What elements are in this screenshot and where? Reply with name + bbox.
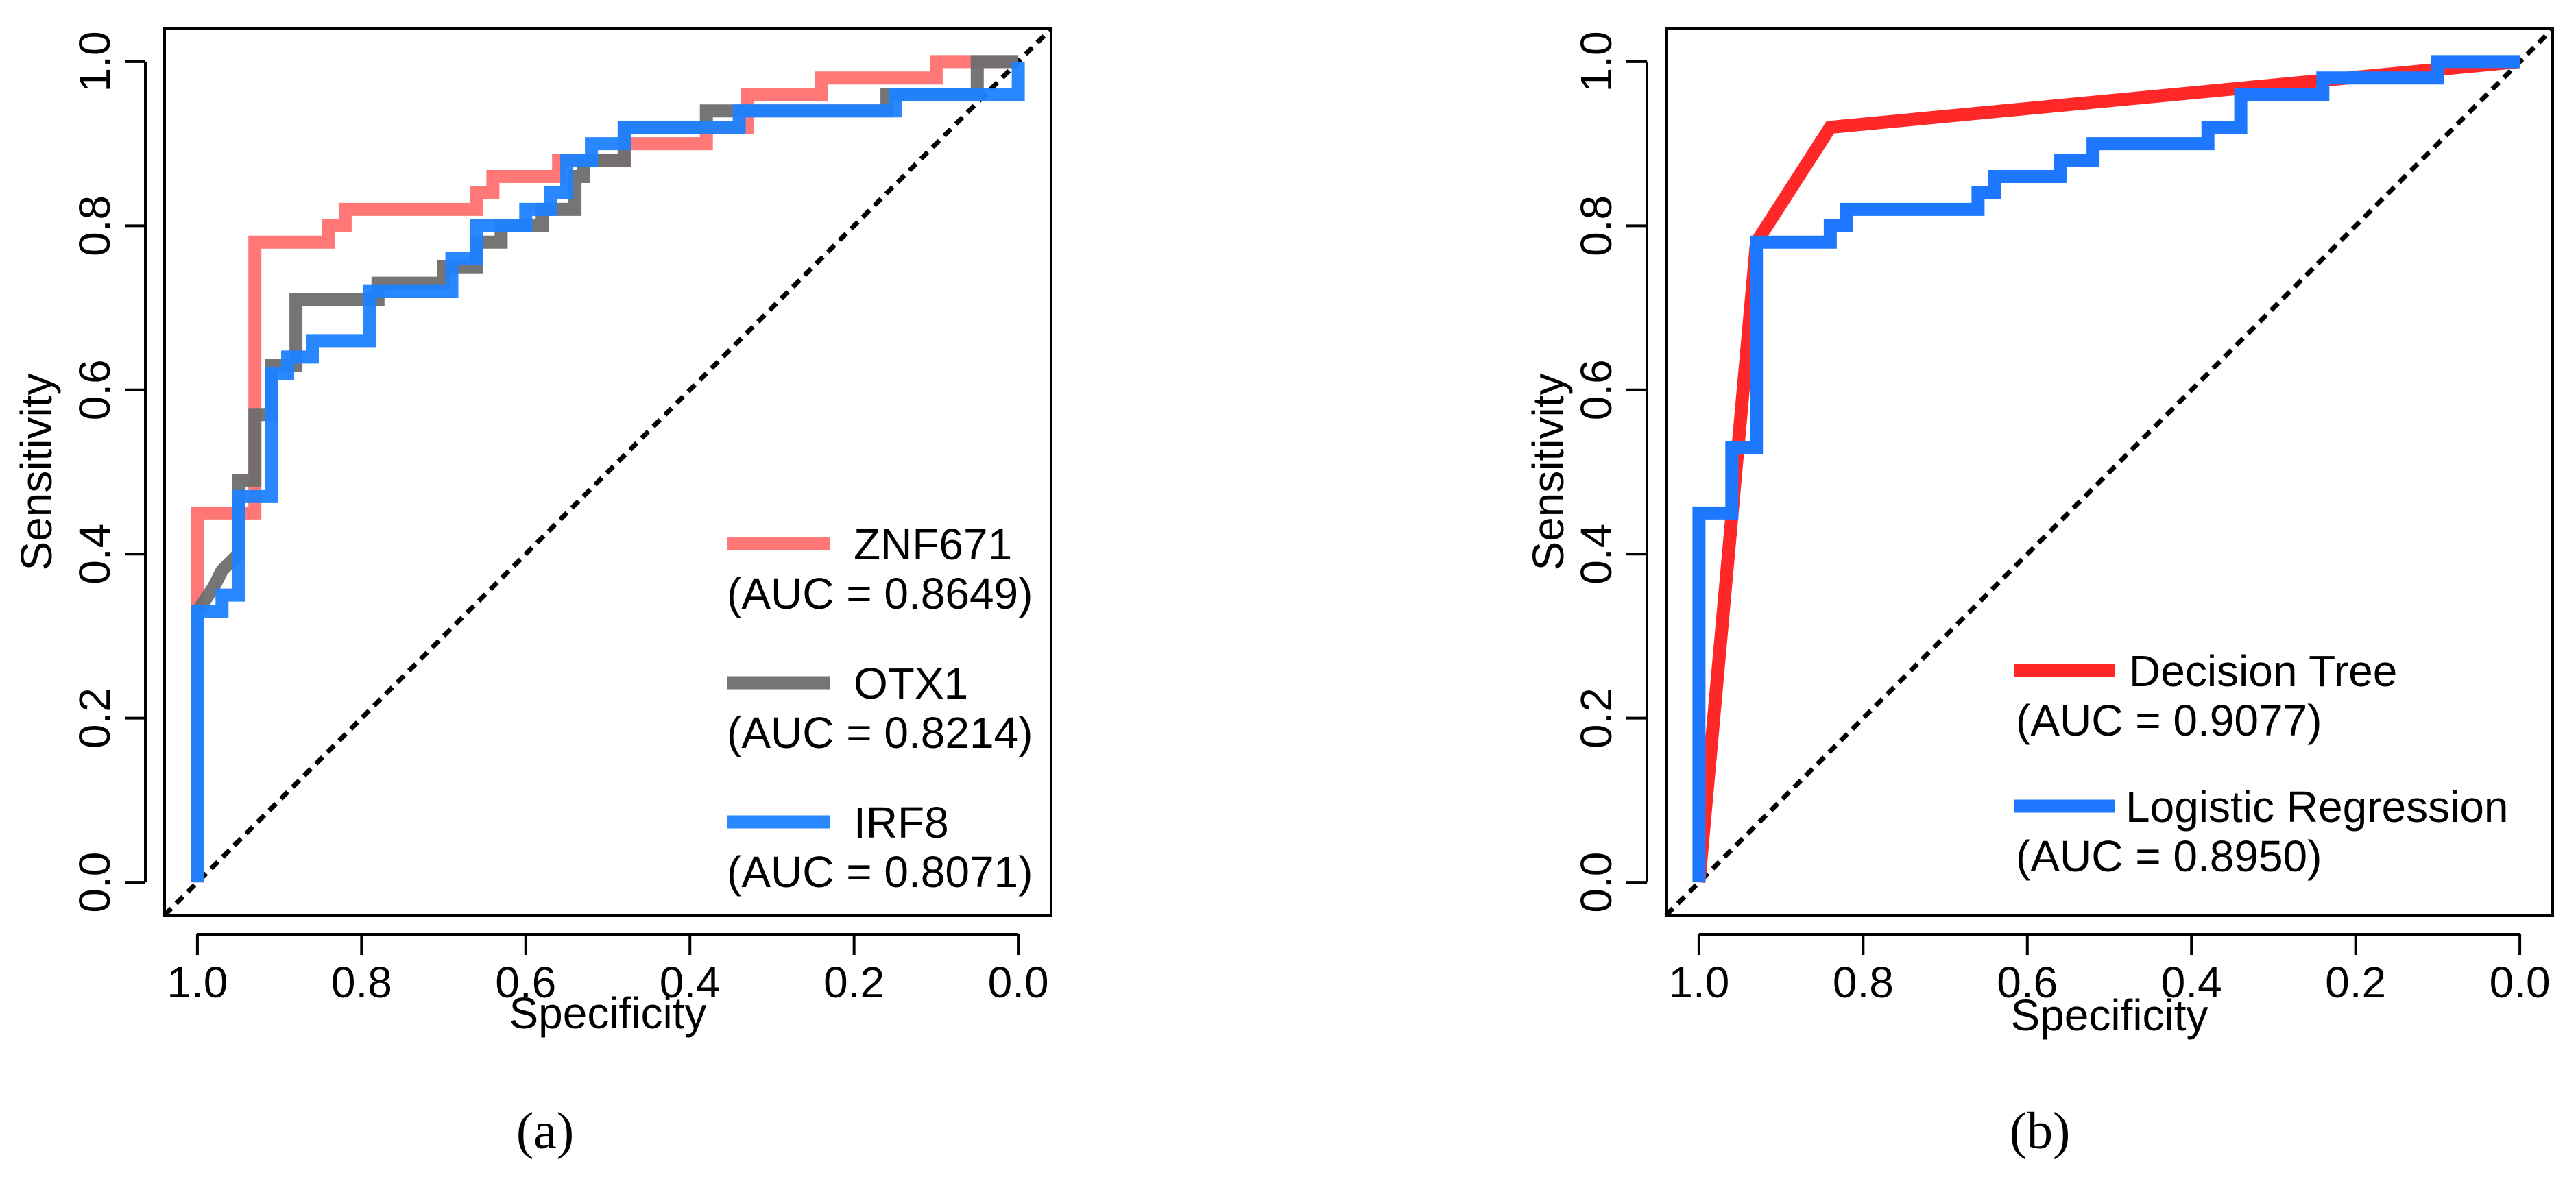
x-tick-label: 0.2 bbox=[2325, 958, 2386, 1007]
x-tick-label: 0.4 bbox=[660, 958, 721, 1007]
roc-curve-decision-tree bbox=[1692, 55, 2521, 883]
diagonal-reference-line bbox=[162, 27, 1053, 917]
panel-label: (a) bbox=[516, 1102, 574, 1160]
x-tick-label: 0.4 bbox=[2161, 958, 2222, 1007]
legend-label: Logistic Regression bbox=[2126, 782, 2509, 832]
y-tick-label: 0.2 bbox=[70, 688, 119, 749]
y-tick-label: 0.8 bbox=[1572, 195, 1621, 256]
roc-curve-irf8 bbox=[191, 61, 1025, 883]
y-tick-label: 1.0 bbox=[70, 31, 119, 92]
y-tick-label: 0.4 bbox=[70, 524, 119, 585]
x-tick-label: 1.0 bbox=[167, 958, 228, 1007]
y-tick-label: 0.0 bbox=[70, 852, 119, 913]
y-tick-label: 0.0 bbox=[1572, 852, 1621, 913]
x-tick-label: 0.8 bbox=[1833, 958, 1894, 1007]
legend-auc-label: (AUC = 0.8071) bbox=[727, 847, 1033, 897]
y-tick-label: 1.0 bbox=[1572, 31, 1621, 92]
x-tick-label: 0.2 bbox=[823, 958, 884, 1007]
diagonal-reference-line bbox=[1664, 27, 2555, 917]
legend-label: Decision Tree bbox=[2129, 646, 2397, 696]
x-tick-label: 0.0 bbox=[2490, 958, 2551, 1007]
y-tick-label: 0.4 bbox=[1572, 524, 1621, 585]
x-tick-label: 0.6 bbox=[495, 958, 556, 1007]
plot-frame bbox=[163, 27, 1052, 917]
x-tick-label: 1.0 bbox=[1668, 958, 1729, 1007]
y-tick-label: 0.2 bbox=[1572, 688, 1621, 749]
y-axis-title: Sensitivity bbox=[12, 373, 61, 570]
legend-label: ZNF671 bbox=[854, 520, 1012, 569]
x-axis-title: Specificity bbox=[2010, 991, 2208, 1040]
y-axis-title: Sensitivity bbox=[1524, 373, 1573, 570]
plot-frame bbox=[1665, 27, 2554, 917]
chart-panel-b: 1.0 0.8 0.6 0.4 0.2 0.0 0.0 0.2 0.4 0.6 0.8 1.0 Spec… bbox=[1524, 27, 2555, 1160]
legend: ZNF671(AUC = 0.8649) OTX1(AUC = 0.8214) IR… bbox=[727, 520, 1033, 897]
legend-label: OTX1 bbox=[854, 659, 968, 708]
panel-label: (b) bbox=[2010, 1102, 2071, 1160]
x-tick-label: 0.6 bbox=[1997, 958, 2058, 1007]
roc-curve-znf671 bbox=[191, 55, 1019, 883]
legend-auc-label: (AUC = 0.8950) bbox=[2016, 832, 2322, 881]
roc-curve-logistic-regression bbox=[1692, 55, 2520, 883]
legend: Decision Tree(AUC = 0.9077) Logistic Regr… bbox=[2014, 646, 2509, 881]
x-tick-label: 0.8 bbox=[331, 958, 392, 1007]
legend-auc-label: (AUC = 0.8649) bbox=[727, 569, 1033, 618]
y-tick-label: 0.8 bbox=[70, 195, 119, 256]
x-tick-label: 0.0 bbox=[988, 958, 1049, 1007]
y-tick-label: 0.6 bbox=[1572, 359, 1621, 420]
chart-panel-a: 1.0 0.8 0.6 0.4 0.2 0.0 0.0 0.2 0.4 0.6 0.8 1.0 Spec… bbox=[12, 27, 1053, 1160]
x-axis-title: Specificity bbox=[509, 988, 706, 1038]
y-tick-label: 0.6 bbox=[70, 359, 119, 420]
legend-auc-label: (AUC = 0.8214) bbox=[727, 708, 1033, 757]
legend-label: IRF8 bbox=[854, 798, 949, 847]
legend-auc-label: (AUC = 0.9077) bbox=[2016, 696, 2322, 745]
